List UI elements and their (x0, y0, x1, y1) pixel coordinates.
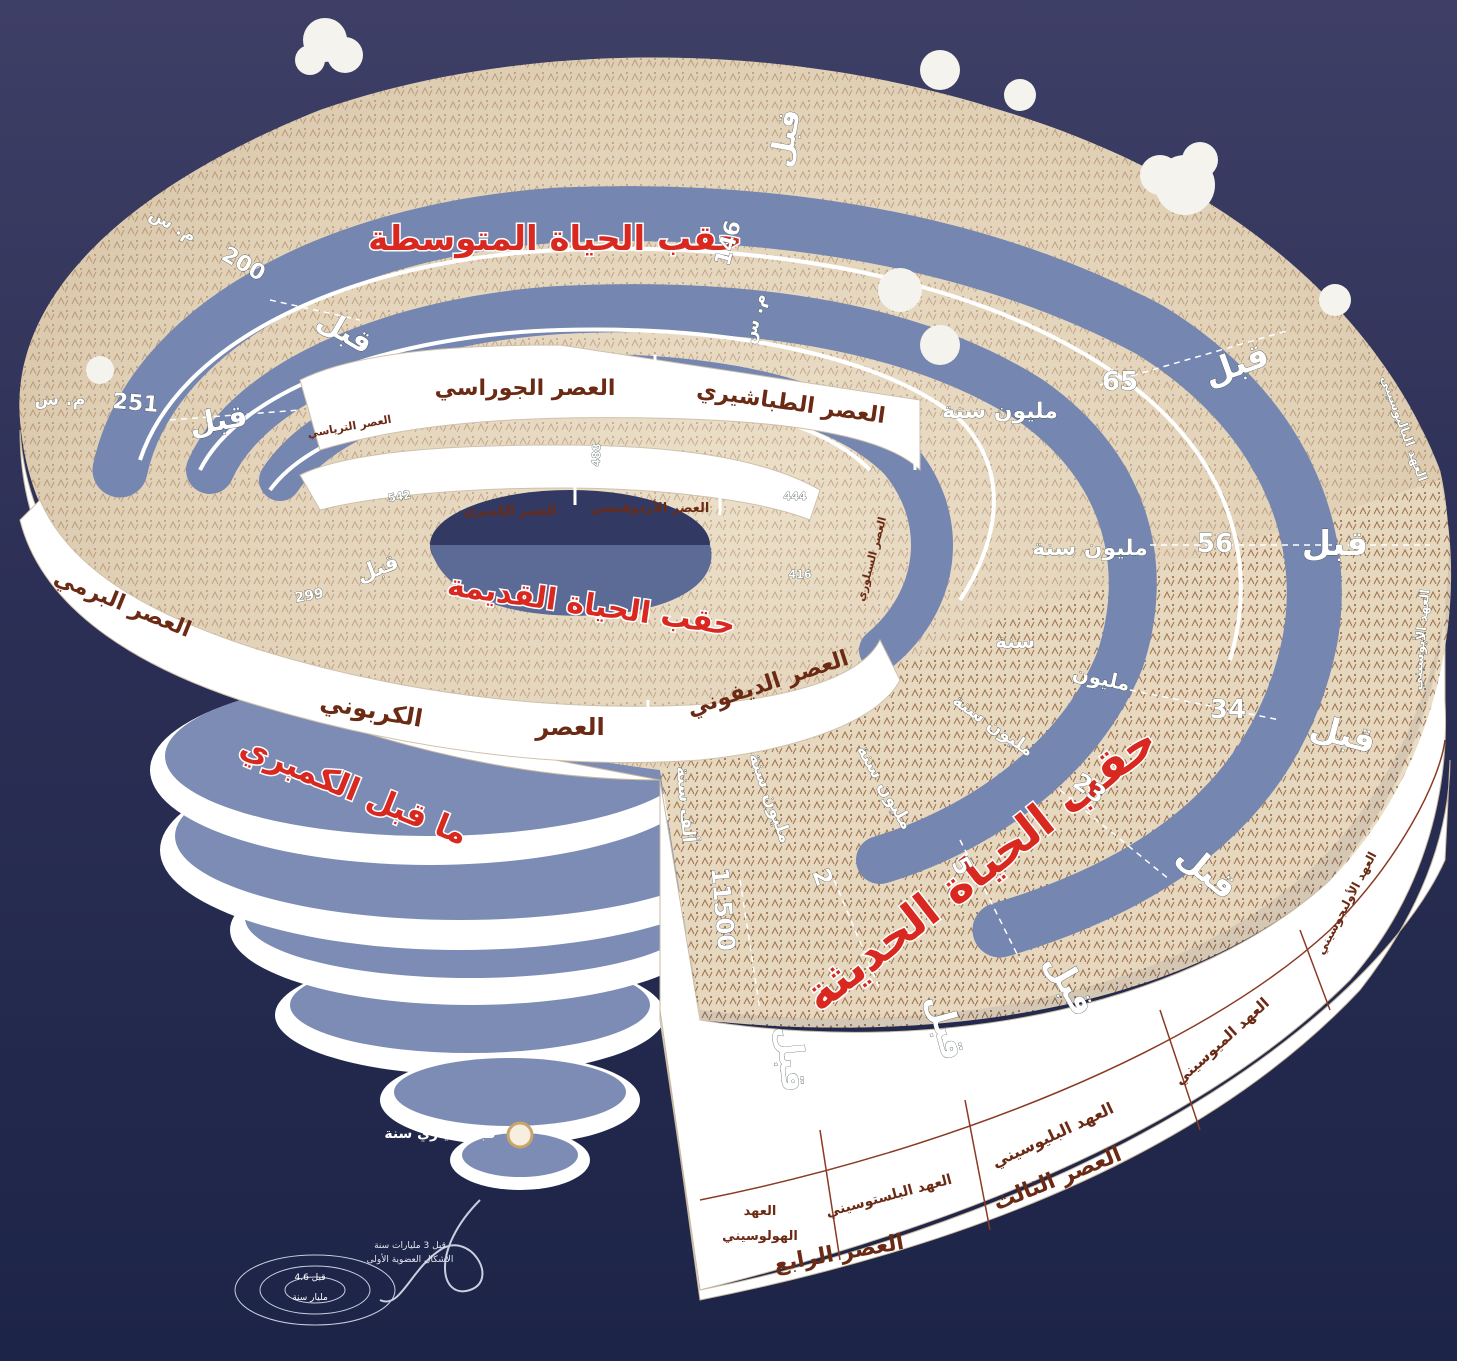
label-three-billion-1: قبل 3 مليارات سنة (374, 1241, 446, 1251)
volcano-plumes (86, 18, 1351, 384)
label-four-six-1: قبل 4.6 (294, 1273, 325, 1283)
age-416: 416 (789, 568, 812, 581)
age-542: 542 (387, 488, 412, 505)
epoch-band (699, 739, 1446, 1261)
period-ordovician: العصر الأردوفيشي (591, 499, 710, 516)
label-one-billion: قبل مليار سنة (427, 934, 502, 949)
age-56-unit: مليون سنة (1032, 536, 1148, 561)
deep-time: قبل مليار سنة قبل ملياري سنة قبل 3 مليار… (292, 934, 534, 1303)
period-carboniferous-prefix: العصر (534, 713, 604, 741)
period-jurassic: العصر الجوراسي (435, 376, 616, 401)
age-qabl-11500: قبل (768, 1024, 814, 1094)
age-444: 444 (784, 490, 807, 503)
era-mesozoic: حقب الحياة المتوسطة (368, 219, 742, 259)
age-251-unit: م. س (34, 389, 85, 410)
mesozoic-band (299, 344, 921, 472)
age-65: 65 (1102, 367, 1138, 397)
period-cambrian: العصر الكمبري (463, 504, 556, 519)
age-34: 34 (1210, 695, 1246, 725)
fossil-icon (506, 1121, 534, 1149)
age-251: 251 (112, 389, 160, 418)
inner-band (299, 444, 821, 521)
age-56: 56 (1197, 529, 1233, 559)
label-two-billion: قبل ملياري سنة (384, 1126, 495, 1143)
age-488: 488 (590, 443, 604, 466)
age-299: 299 (294, 586, 326, 607)
age-65-unit: مليون سنة (942, 399, 1058, 424)
boundary-rays (169, 299, 1430, 1011)
age-qabl-146: قبل (763, 106, 808, 170)
age-34-year: سنة (995, 629, 1035, 653)
epoch-holocene-2: الهولوسيني (722, 1229, 798, 1244)
epoch-holocene-1: العهد (744, 1204, 777, 1219)
label-four-six-2: مليار سنة (292, 1293, 328, 1303)
paleozoic-band (19, 499, 901, 763)
age-qabl-56: قبل (1302, 524, 1369, 564)
label-three-billion-2: الأشكال العضوية الأولى (367, 1253, 454, 1265)
label-two-billion-group: قبل ملياري سنة (384, 1121, 534, 1149)
